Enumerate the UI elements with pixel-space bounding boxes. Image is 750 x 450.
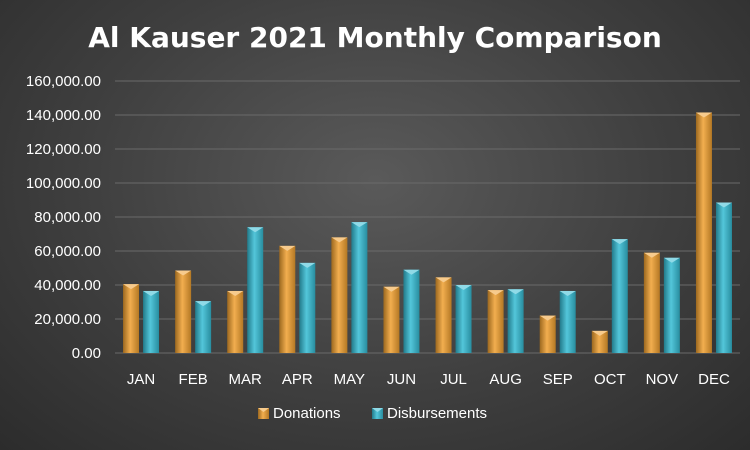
x-tick-label: JUL [440,371,467,388]
bar-donations-jan [123,284,140,353]
bar-donations-apr [279,245,296,353]
bar-donations-mar [227,290,244,353]
bar-disbursements-jun [403,269,420,353]
bar-cap [175,270,192,276]
x-tick-label: JAN [127,371,155,388]
bar-disbursements-nov [663,257,680,353]
bar-cap [715,202,732,208]
bar-disbursements-sep [559,290,576,353]
bar-donations-nov [643,252,660,353]
bar-cap [195,301,212,307]
x-tick-label: OCT [594,371,626,388]
bar-cap [663,257,680,263]
x-tick-label: DEC [698,371,730,388]
bar-disbursements-aug [507,289,524,353]
bar-donations-jul [435,277,452,353]
x-axis-ticks: JAN FEB MAR APR MAY JUN JUL AUG SEP OCT NOV DEC [127,371,730,388]
bar-donations-sep [539,315,556,353]
bar-donations-oct [591,330,608,353]
x-tick-label: JUN [387,371,416,388]
x-tick-label: MAY [334,371,365,388]
bar-disbursements-may [351,222,368,353]
bar-cap [455,285,472,290]
x-tick-label: NOV [646,371,679,388]
bar-cap [643,252,660,258]
bar-cap [559,290,576,296]
bar-cap [227,290,244,296]
bar-cap [539,315,556,321]
y-tick-label: 80,000.00 [34,209,101,226]
legend-swatch-cap [258,408,269,412]
y-tick-label: 160,000.00 [26,73,101,90]
bar-disbursements-dec [715,202,732,353]
bar-disbursements-jan [143,290,160,353]
bar-donations-may [331,237,348,353]
bar-cap [591,330,608,336]
y-tick-label: 20,000.00 [34,311,101,328]
y-tick-label: 100,000.00 [26,175,101,192]
bar-cap [351,222,368,228]
bar-cap [695,112,712,118]
bar-cap [487,290,504,296]
x-tick-label: AUG [489,371,522,388]
y-tick-label: 0.00 [72,345,101,362]
x-tick-label: MAR [229,371,263,388]
legend-label-disbursements: Disbursements [387,405,487,422]
bar-donations-dec [695,112,712,353]
y-axis-ticks: 0.00 20,000.00 40,000.00 60,000.00 80,000.00… [26,73,101,362]
bar-donations-feb [175,270,192,353]
bars [123,112,732,353]
bar-donations-jun [383,286,400,353]
y-tick-label: 120,000.00 [26,141,101,158]
bar-cap [611,239,628,245]
y-tick-label: 140,000.00 [26,107,101,124]
legend-swatch-disbursements [372,408,383,419]
bar-disbursements-jul [455,285,472,353]
x-tick-label: SEP [543,371,573,388]
chart-title: Al Kauser 2021 Monthly Comparison [88,21,662,54]
bar-disbursements-apr [299,262,316,353]
bar-cap [247,227,264,233]
legend-label-donations: Donations [273,405,341,422]
bar-disbursements-feb [195,301,212,353]
y-tick-label: 40,000.00 [34,277,101,294]
bar-cap [331,237,348,243]
y-tick-label: 60,000.00 [34,243,101,260]
legend-swatch-donations [258,408,269,419]
x-tick-label: FEB [179,371,208,388]
bar-cap [299,262,316,268]
bar-disbursements-oct [611,239,628,353]
bar-cap [123,284,140,290]
bar-donations-aug [487,290,504,353]
bar-cap [143,290,160,296]
bar-cap [403,269,420,275]
bar-cap [507,289,524,295]
legend-swatch-cap [372,408,383,412]
bar-disbursements-mar [247,227,264,353]
bar-cap [383,286,400,292]
legend: Donations Disbursements [258,405,487,422]
gridlines [115,80,740,354]
bar-cap [435,277,452,283]
bar-cap [279,245,296,251]
x-tick-label: APR [282,371,313,388]
